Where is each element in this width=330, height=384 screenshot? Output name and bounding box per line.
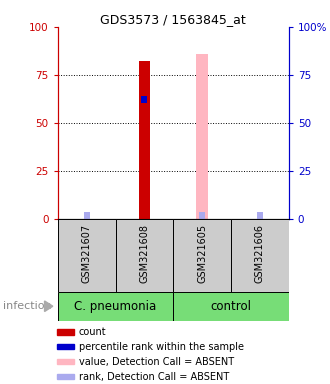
FancyBboxPatch shape [173,292,289,321]
Bar [57,329,74,334]
Bar [57,344,74,349]
FancyBboxPatch shape [58,219,115,292]
Text: percentile rank within the sample: percentile rank within the sample [79,342,244,352]
Bar [196,54,209,219]
Bar [139,61,149,219]
Text: GSM321605: GSM321605 [197,224,207,283]
Bar [199,212,205,219]
Text: count: count [79,327,107,337]
FancyBboxPatch shape [231,219,289,292]
Text: infection: infection [3,301,52,311]
Text: C. pneumonia: C. pneumonia [74,300,157,313]
FancyBboxPatch shape [173,219,231,292]
Text: GSM321606: GSM321606 [255,224,265,283]
Text: control: control [211,300,251,313]
Text: GSM321607: GSM321607 [82,224,92,283]
Bar [84,212,89,219]
Text: value, Detection Call = ABSENT: value, Detection Call = ABSENT [79,357,234,367]
Text: GSM321608: GSM321608 [139,224,149,283]
FancyBboxPatch shape [115,219,173,292]
Bar [57,359,74,364]
FancyBboxPatch shape [58,292,173,321]
Bar [142,96,147,103]
Bar [257,212,263,219]
Title: GDS3573 / 1563845_at: GDS3573 / 1563845_at [100,13,246,26]
Bar [57,374,74,379]
Text: rank, Detection Call = ABSENT: rank, Detection Call = ABSENT [79,372,229,382]
